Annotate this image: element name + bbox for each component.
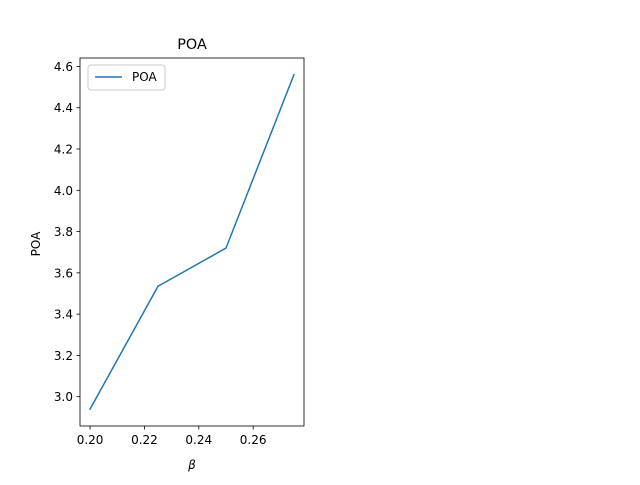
x-axis-ticks: 0.20 0.22 0.24 0.26 — [77, 426, 267, 447]
series-layer — [89, 73, 295, 411]
y-tick-label: 3.4 — [54, 308, 73, 322]
series-line-poa — [89, 73, 295, 411]
x-tick-label: 0.22 — [131, 433, 158, 447]
x-tick-label: 0.20 — [77, 433, 104, 447]
y-tick-label: 4.4 — [54, 101, 73, 115]
y-tick-label: 4.2 — [54, 143, 73, 157]
x-axis-title: β — [187, 458, 196, 472]
legend-label-poa: POA — [132, 70, 157, 84]
legend-box — [87, 64, 166, 91]
y-axis-title: POA — [29, 231, 43, 256]
x-tick-label: 0.24 — [185, 433, 212, 447]
y-tick-label: 3.0 — [54, 390, 73, 404]
chart-title: POA — [177, 37, 207, 53]
y-tick-label: 4.0 — [54, 184, 73, 198]
y-tick-label: 3.6 — [54, 266, 73, 280]
axes-frame — [79, 57, 305, 427]
y-tick-label: 3.8 — [54, 225, 73, 239]
x-tick-label: 0.26 — [240, 433, 267, 447]
y-tick-label: 4.6 — [54, 60, 73, 74]
legend: POA — [87, 64, 166, 91]
y-axis-ticks: 3.0 3.2 3.4 3.6 3.8 4.0 4.2 4.4 4.6 — [54, 60, 80, 404]
y-tick-label: 3.2 — [54, 349, 73, 363]
